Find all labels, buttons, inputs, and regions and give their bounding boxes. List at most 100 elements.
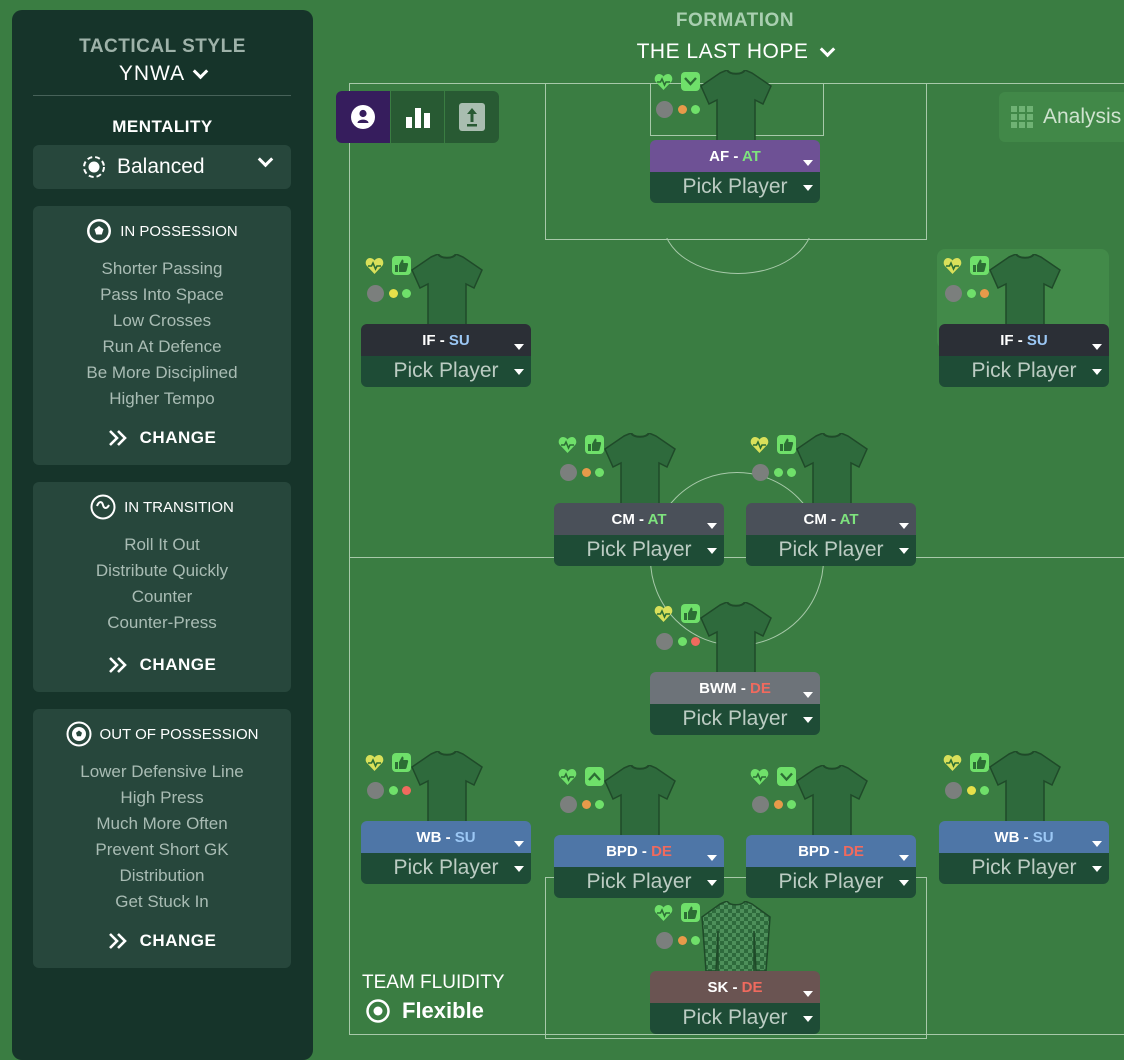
change-label: CHANGE <box>139 931 217 950</box>
role-separator: - <box>441 829 455 846</box>
pick-player-dropdown[interactable]: Pick Player <box>361 853 531 884</box>
instruction-item: Prevent Short GK <box>95 840 229 859</box>
pick-player-label: Pick Player <box>778 538 884 561</box>
mentality-dial-icon <box>83 156 105 178</box>
fluidity-target-icon <box>366 999 390 1023</box>
role-label: CM <box>803 511 827 528</box>
status-dot <box>402 289 411 298</box>
in-transition-list: Roll It Out Distribute Quickly Counter C… <box>33 532 291 636</box>
change-in-possession-button[interactable]: CHANGE <box>33 428 291 448</box>
role-duty-selector[interactable]: WB - SU <box>939 821 1109 853</box>
status-dot <box>656 101 673 118</box>
pick-player-dropdown[interactable]: Pick Player <box>746 867 916 898</box>
thumbs-up-icon <box>681 903 700 922</box>
status-dot <box>774 468 783 477</box>
ball-icon <box>87 219 112 243</box>
instruction-item: Counter-Press <box>107 613 217 632</box>
player-slot: CM - AT Pick Player <box>554 431 724 566</box>
role-duty-selector[interactable]: BPD - DE <box>554 835 724 867</box>
pick-player-dropdown[interactable]: Pick Player <box>650 1003 820 1034</box>
role-separator: - <box>829 843 844 860</box>
role-separator: - <box>1013 332 1027 349</box>
in-possession-title: IN POSSESSION <box>120 222 238 240</box>
change-in-transition-button[interactable]: CHANGE <box>33 655 291 675</box>
role-separator: - <box>826 511 840 528</box>
player-slot: CM - AT Pick Player <box>746 431 916 566</box>
instruction-item: Be More Disciplined <box>86 363 238 382</box>
role-duty-selector[interactable]: CM - AT <box>554 503 724 535</box>
role-label: AF <box>709 148 730 165</box>
instruction-item: Get Stuck In <box>115 892 209 911</box>
duty-label: SU <box>454 829 476 846</box>
pick-player-label: Pick Player <box>778 870 884 893</box>
role-label: SK <box>707 979 729 996</box>
export-view-toggle[interactable] <box>445 91 499 143</box>
pick-player-dropdown[interactable]: Pick Player <box>746 535 916 566</box>
team-fluidity-indicator[interactable]: Flexible <box>366 998 484 1024</box>
in-possession-panel: IN POSSESSION Shorter Passing Pass Into … <box>33 206 291 465</box>
role-duty-selector[interactable]: CM - AT <box>746 503 916 535</box>
role-duty-selector[interactable]: AF - AT <box>650 140 820 172</box>
role-suitability-dots <box>367 782 415 799</box>
caret-down-icon <box>803 717 813 723</box>
status-dot <box>774 800 783 809</box>
role-duty-selector[interactable]: BPD - DE <box>746 835 916 867</box>
role-duty-selector[interactable]: BWM - DE <box>650 672 820 704</box>
mentality-dropdown[interactable]: Balanced <box>33 145 291 189</box>
player-slot: IF - SU Pick Player <box>361 252 531 387</box>
player-view-toggle[interactable] <box>336 91 390 143</box>
pick-player-label: Pick Player <box>586 870 692 893</box>
thumbs-up-icon <box>970 753 989 772</box>
status-dot <box>678 637 687 646</box>
caret-down-icon <box>707 880 717 886</box>
transition-icon <box>90 494 116 520</box>
caret-down-icon <box>707 855 717 861</box>
stats-view-toggle[interactable] <box>390 91 445 143</box>
role-suitability-dots <box>656 932 704 949</box>
pick-player-label: Pick Player <box>393 359 499 382</box>
tactics-sidebar: TACTICAL STYLE YNWA MENTALITY Balanced I… <box>12 10 313 1060</box>
grid-icon <box>1011 106 1033 128</box>
player-slot: BWM - DE Pick Player <box>650 600 820 735</box>
instruction-item: Shorter Passing <box>101 259 223 278</box>
thumbs-up-icon <box>970 256 989 275</box>
pick-player-dropdown[interactable]: Pick Player <box>650 704 820 735</box>
change-out-of-possession-button[interactable]: CHANGE <box>33 931 291 951</box>
caret-down-icon <box>514 344 524 350</box>
player-icon <box>350 105 375 129</box>
role-duty-selector[interactable]: IF - SU <box>361 324 531 356</box>
role-label: WB <box>994 829 1020 846</box>
status-dot <box>752 796 769 813</box>
pick-player-dropdown[interactable]: Pick Player <box>554 535 724 566</box>
role-suitability-dots <box>752 796 800 813</box>
analysis-button[interactable]: Analysis <box>999 92 1124 142</box>
role-duty-selector[interactable]: WB - SU <box>361 821 531 853</box>
player-slot: WB - SU Pick Player <box>361 749 531 884</box>
formation-name: THE LAST HOPE <box>636 40 809 63</box>
role-duty-selector[interactable]: SK - DE <box>650 971 820 1003</box>
mentality-label: MENTALITY <box>112 117 213 136</box>
pick-player-dropdown[interactable]: Pick Player <box>650 172 820 203</box>
caret-down-icon <box>1092 841 1102 847</box>
caret-down-icon <box>803 1016 813 1022</box>
upload-icon <box>459 103 486 131</box>
status-dot <box>691 105 700 114</box>
formation-dropdown[interactable]: THE LAST HOPE <box>590 40 880 64</box>
player-slot: IF - SU Pick Player <box>937 249 1109 387</box>
tactical-style-dropdown[interactable]: YNWA <box>12 62 313 86</box>
pick-player-dropdown[interactable]: Pick Player <box>939 853 1109 884</box>
pick-player-dropdown[interactable]: Pick Player <box>939 356 1109 387</box>
caret-down-icon <box>514 866 524 872</box>
pick-player-dropdown[interactable]: Pick Player <box>361 356 531 387</box>
in-transition-title: IN TRANSITION <box>124 498 234 516</box>
tactical-style-value: YNWA <box>118 62 186 85</box>
thumbs-up-icon <box>392 256 411 275</box>
thumbs-up-icon <box>681 604 700 623</box>
role-duty-selector[interactable]: IF - SU <box>939 324 1109 356</box>
out-of-possession-list: Lower Defensive Line High Press Much Mor… <box>33 759 291 915</box>
instruction-item: Pass Into Space <box>100 285 224 304</box>
pick-player-dropdown[interactable]: Pick Player <box>554 867 724 898</box>
tactical-style-label: TACTICAL STYLE <box>79 36 246 57</box>
out-of-possession-title: OUT OF POSSESSION <box>99 725 259 743</box>
status-dot <box>389 289 398 298</box>
